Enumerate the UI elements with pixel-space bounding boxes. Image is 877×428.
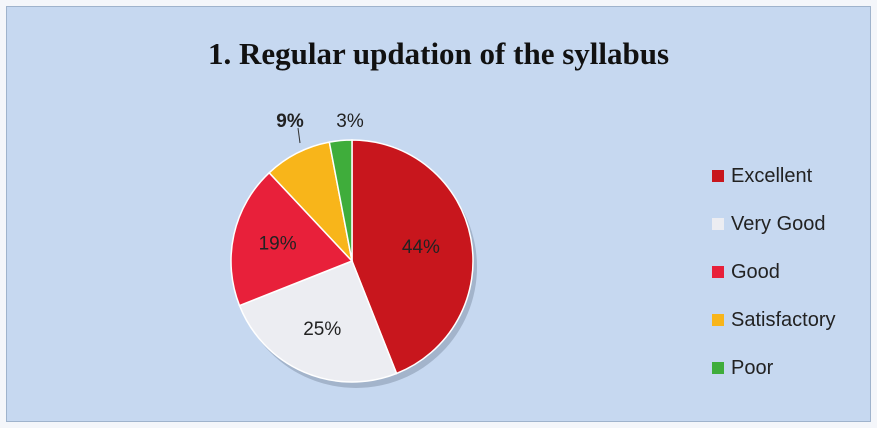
data-label-very-good: 25% xyxy=(303,319,341,340)
legend-label: Good xyxy=(731,260,780,283)
pie-slice-excellent xyxy=(351,139,474,375)
legend-item-very-good: Very Good xyxy=(712,200,835,248)
pie-slice-good xyxy=(230,171,354,307)
data-label-poor: 3% xyxy=(336,111,364,132)
legend-swatch xyxy=(712,314,724,326)
legend-item-good: Good xyxy=(712,248,835,296)
legend-label: Very Good xyxy=(731,212,826,235)
data-label-excellent: 44% xyxy=(402,237,440,258)
legend-item-satisfactory: Satisfactory xyxy=(712,296,835,344)
legend-item-poor: Poor xyxy=(712,344,835,392)
legend-swatch xyxy=(712,218,724,230)
pie-slice-very-good xyxy=(238,260,398,383)
legend-swatch xyxy=(712,266,724,278)
data-label-good: 19% xyxy=(259,233,297,254)
chart-title: 1. Regular updation of the syllabus xyxy=(207,36,670,71)
pie-slice-poor xyxy=(328,139,353,262)
legend-label: Satisfactory xyxy=(731,308,836,331)
legend-label: Excellent xyxy=(731,164,813,187)
leader-line-satisfactory xyxy=(297,127,301,144)
legend-item-excellent: Excellent xyxy=(712,152,835,200)
data-label-satisfactory: 9% xyxy=(276,111,304,132)
legend-swatch xyxy=(712,170,724,182)
legend: Excellent Very Good Good Satisfactory Poor xyxy=(712,152,835,392)
legend-label: Poor xyxy=(731,356,774,379)
legend-swatch xyxy=(712,362,724,374)
